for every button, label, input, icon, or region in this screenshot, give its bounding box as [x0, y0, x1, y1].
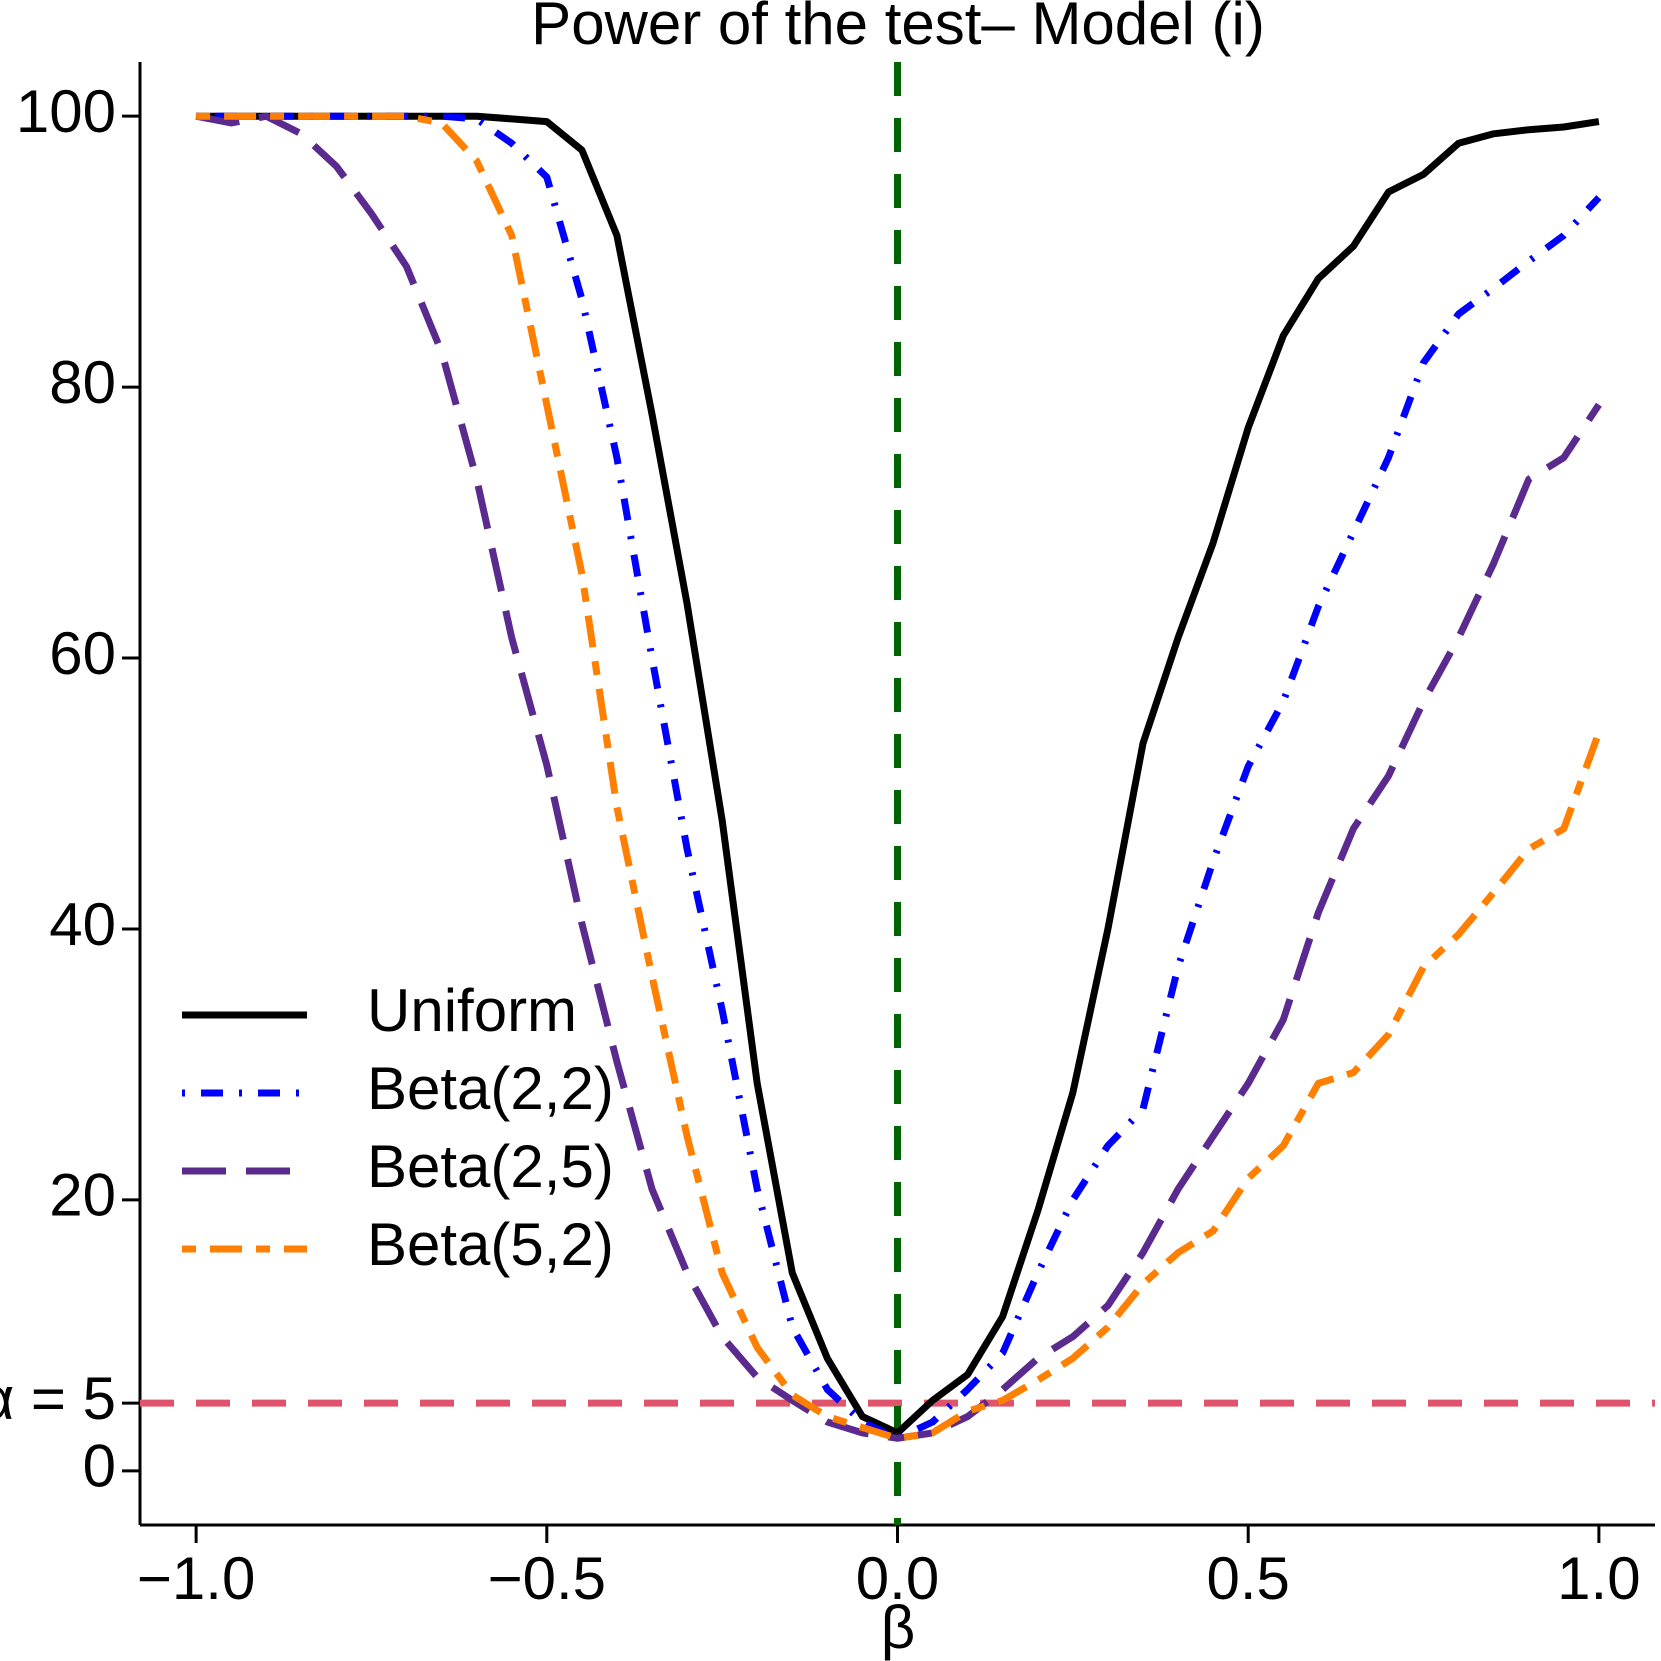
series-line	[196, 112, 1603, 1442]
chart-title: Power of the test– Model (i)	[531, 0, 1265, 57]
legend-label: Beta(2,2)	[367, 1055, 614, 1122]
x-tick-label: 0.5	[1206, 1545, 1289, 1612]
legend-label: Beta(5,2)	[367, 1211, 614, 1278]
series-line	[196, 112, 1600, 1437]
y-tick-label: 60	[49, 620, 116, 687]
y-tick-label: α = 5	[0, 1365, 116, 1432]
legend-label: Beta(2,5)	[367, 1133, 614, 1200]
x-tick-label: 1.0	[1557, 1545, 1640, 1612]
x-tick-label: −0.5	[488, 1545, 606, 1612]
x-tick-label: −1.0	[137, 1545, 255, 1612]
y-tick-label: 40	[49, 891, 116, 958]
y-tick-label: 100	[16, 78, 116, 145]
series-line	[195, 112, 1602, 1442]
series-line	[196, 112, 1602, 1442]
x-axis-label: β	[881, 1594, 916, 1661]
x-tick-label: 0.0	[856, 1545, 939, 1612]
y-tick-label: 0	[83, 1433, 116, 1500]
y-tick-label: 20	[49, 1162, 116, 1229]
y-tick-label: 80	[49, 349, 116, 416]
legend-label: Uniform	[367, 977, 577, 1044]
